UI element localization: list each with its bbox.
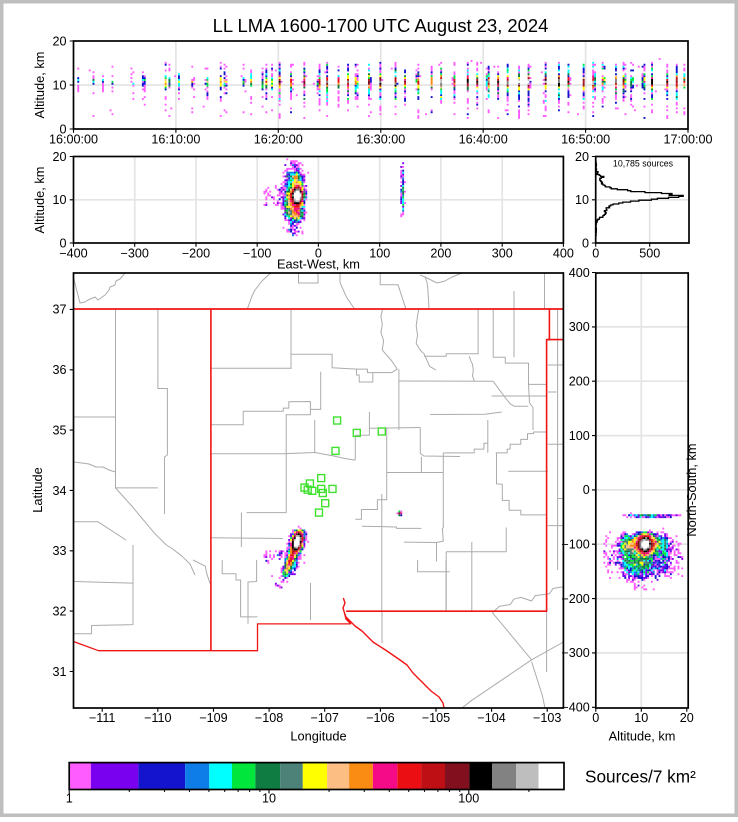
svg-text:16:50:00: 16:50:00 bbox=[561, 132, 610, 146]
svg-text:400: 400 bbox=[569, 266, 590, 280]
svg-text:16:40:00: 16:40:00 bbox=[459, 132, 508, 146]
svg-text:North-South, km: North-South, km bbox=[684, 443, 699, 536]
svg-text:−109: −109 bbox=[199, 711, 227, 725]
svg-text:16:30:00: 16:30:00 bbox=[356, 132, 405, 146]
svg-text:−108: −108 bbox=[255, 711, 283, 725]
svg-text:20: 20 bbox=[575, 150, 589, 164]
svg-text:−400: −400 bbox=[59, 246, 87, 260]
svg-text:500: 500 bbox=[639, 246, 660, 260]
svg-text:10: 10 bbox=[262, 792, 276, 806]
svg-text:20: 20 bbox=[680, 711, 694, 725]
svg-text:Altitude, km: Altitude, km bbox=[609, 729, 676, 744]
svg-text:−300: −300 bbox=[561, 646, 589, 660]
svg-text:100: 100 bbox=[458, 792, 479, 806]
svg-text:0: 0 bbox=[315, 246, 322, 260]
svg-text:East-West, km: East-West, km bbox=[277, 256, 360, 271]
svg-text:−111: −111 bbox=[89, 711, 116, 725]
svg-text:−104: −104 bbox=[477, 711, 505, 725]
svg-text:10: 10 bbox=[52, 193, 66, 207]
svg-text:16:00:00: 16:00:00 bbox=[49, 132, 98, 146]
svg-text:33: 33 bbox=[52, 544, 66, 558]
svg-text:100: 100 bbox=[569, 429, 590, 443]
svg-text:300: 300 bbox=[569, 320, 590, 334]
svg-text:Longitude: Longitude bbox=[290, 729, 346, 744]
svg-text:36: 36 bbox=[52, 363, 66, 377]
svg-text:16:20:00: 16:20:00 bbox=[254, 132, 303, 146]
svg-text:0: 0 bbox=[582, 236, 589, 250]
svg-text:0: 0 bbox=[592, 246, 599, 260]
svg-text:37: 37 bbox=[52, 303, 66, 317]
svg-text:Altitude, km: Altitude, km bbox=[32, 52, 47, 119]
svg-text:16:10:00: 16:10:00 bbox=[151, 132, 200, 146]
svg-text:Sources/7 km²: Sources/7 km² bbox=[585, 766, 696, 786]
svg-text:17:00:00: 17:00:00 bbox=[663, 132, 712, 146]
svg-text:35: 35 bbox=[52, 423, 66, 437]
svg-text:−200: −200 bbox=[182, 246, 210, 260]
svg-text:−100: −100 bbox=[243, 246, 271, 260]
svg-text:10: 10 bbox=[52, 78, 66, 92]
svg-text:0: 0 bbox=[59, 122, 66, 136]
svg-text:−100: −100 bbox=[561, 538, 589, 552]
svg-text:0: 0 bbox=[59, 236, 66, 250]
svg-text:200: 200 bbox=[569, 375, 590, 389]
svg-text:0: 0 bbox=[583, 483, 590, 497]
svg-text:−200: −200 bbox=[561, 592, 589, 606]
svg-text:20: 20 bbox=[52, 34, 66, 48]
svg-text:−110: −110 bbox=[144, 711, 171, 725]
svg-text:0: 0 bbox=[592, 711, 599, 725]
svg-text:10,785 sources: 10,785 sources bbox=[613, 159, 674, 169]
svg-text:10: 10 bbox=[575, 193, 589, 207]
svg-text:−106: −106 bbox=[366, 711, 394, 725]
svg-text:−105: −105 bbox=[422, 711, 450, 725]
svg-text:400: 400 bbox=[553, 246, 574, 260]
svg-text:−300: −300 bbox=[121, 246, 149, 260]
svg-text:34: 34 bbox=[52, 484, 66, 498]
svg-text:100: 100 bbox=[369, 246, 390, 260]
svg-text:1: 1 bbox=[66, 792, 73, 806]
svg-text:−400: −400 bbox=[561, 701, 589, 715]
svg-text:Altitude, km: Altitude, km bbox=[32, 167, 47, 234]
svg-text:10: 10 bbox=[634, 711, 648, 725]
svg-text:32: 32 bbox=[52, 604, 66, 618]
svg-text:31: 31 bbox=[52, 665, 66, 679]
svg-text:−103: −103 bbox=[533, 711, 561, 725]
svg-text:Latitude: Latitude bbox=[30, 467, 45, 513]
svg-text:200: 200 bbox=[430, 246, 451, 260]
svg-text:300: 300 bbox=[492, 246, 513, 260]
svg-text:−107: −107 bbox=[311, 711, 339, 725]
svg-text:20: 20 bbox=[52, 150, 66, 164]
svg-text:LL LMA 1600-1700 UTC August 23: LL LMA 1600-1700 UTC August 23, 2024 bbox=[213, 15, 549, 36]
